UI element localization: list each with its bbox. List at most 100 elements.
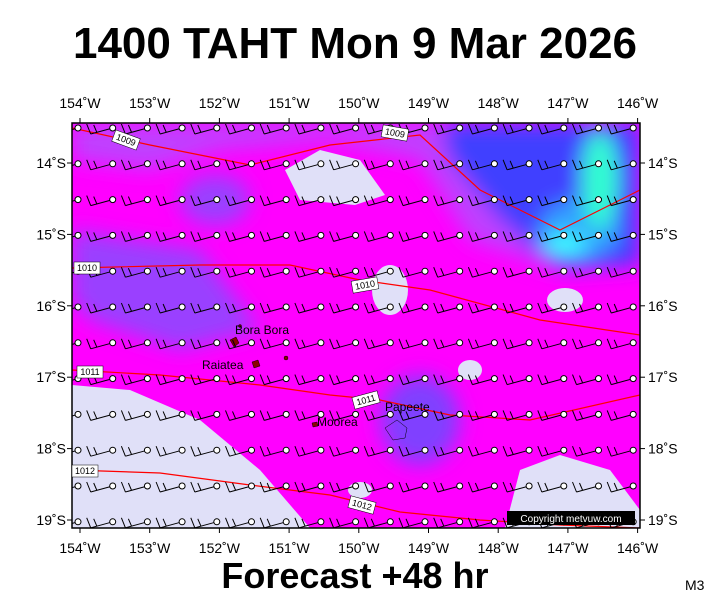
wind-barb	[155, 374, 183, 386]
isobar-label-text: 1011	[80, 367, 99, 377]
lat-label: 17˚S	[36, 369, 66, 385]
wind-barb	[502, 123, 530, 135]
wind-barb	[606, 231, 634, 242]
station	[490, 375, 498, 383]
lon-label: 148˚W	[478, 95, 520, 111]
station	[178, 267, 186, 275]
footer: Forecast +48 hr	[221, 555, 488, 596]
wind-barb	[225, 338, 252, 350]
isobar-label-text: 1010	[77, 263, 97, 273]
wind-barb	[606, 159, 634, 171]
wind-barb	[190, 481, 217, 493]
lon-label: 152˚W	[199, 95, 241, 111]
station	[525, 410, 533, 418]
station	[248, 303, 255, 311]
wind-barb	[225, 517, 252, 528]
lat-label: 14˚S	[36, 155, 66, 171]
lon-label: 151˚W	[268, 540, 310, 556]
wind-barb	[259, 195, 287, 207]
isobar-labels: 1009 1009 1010 1010 1011 1011 1012 1012	[71, 124, 410, 515]
station	[317, 303, 325, 311]
station	[317, 339, 325, 347]
station	[352, 267, 360, 275]
station	[109, 446, 117, 454]
wind-barb	[606, 267, 634, 278]
station	[595, 160, 602, 168]
lat-label: 18˚S	[36, 441, 66, 457]
station	[421, 196, 429, 204]
wind-barb	[363, 302, 391, 314]
wind-barb	[433, 481, 460, 493]
wind-barb	[190, 195, 217, 207]
wind-barb	[329, 338, 356, 350]
station	[421, 124, 429, 132]
lon-label: 153˚W	[129, 540, 171, 556]
station	[109, 410, 117, 418]
station	[317, 518, 325, 526]
wind-barb	[398, 338, 426, 350]
wind-barb	[190, 267, 217, 278]
station	[109, 124, 117, 132]
wind-barb	[572, 159, 599, 171]
wind-barb	[259, 267, 287, 278]
station	[248, 339, 255, 347]
wind-barb	[259, 159, 287, 171]
wind-barb	[329, 267, 356, 278]
station	[352, 410, 360, 418]
wind-barb	[329, 195, 356, 207]
station	[178, 375, 186, 383]
station	[421, 303, 429, 311]
station	[248, 482, 255, 490]
wind-barb	[86, 195, 113, 207]
wind-barb	[259, 446, 287, 457]
station	[178, 446, 186, 454]
station	[109, 196, 117, 204]
station	[456, 518, 464, 526]
station	[629, 410, 637, 418]
station	[213, 410, 221, 418]
station	[525, 339, 533, 347]
wind-barb	[72, 449, 79, 453]
station	[178, 410, 186, 418]
station	[213, 231, 221, 239]
station	[317, 267, 325, 275]
station	[560, 482, 568, 490]
wind-barb	[72, 485, 79, 489]
station	[629, 160, 637, 168]
wind-barb	[190, 302, 217, 314]
wind-barb	[433, 159, 460, 171]
station	[352, 160, 360, 168]
station	[595, 196, 602, 204]
lon-label: 154˚W	[59, 540, 101, 556]
station	[178, 339, 186, 347]
station	[74, 160, 82, 168]
station	[595, 482, 602, 490]
station	[421, 375, 429, 383]
wind-barb	[572, 481, 599, 493]
wind-barb	[363, 517, 391, 528]
wind-barb	[502, 338, 530, 350]
isobar-label-box	[351, 390, 381, 410]
station	[386, 196, 394, 204]
station	[525, 446, 533, 454]
wind-barb	[72, 342, 79, 345]
station	[595, 410, 602, 418]
station	[178, 196, 186, 204]
station	[525, 267, 533, 275]
copyright: Copyright metvuw.com	[520, 514, 621, 525]
station	[421, 267, 429, 275]
wind-barb	[398, 267, 426, 278]
wind-barb	[86, 517, 113, 528]
station	[74, 518, 82, 526]
isobar-label: 1009	[380, 124, 410, 142]
lon-label: 149˚W	[408, 540, 450, 556]
wind-barb	[72, 378, 79, 381]
wind-barb	[363, 338, 391, 350]
wind-barb	[537, 231, 564, 242]
wind-barb	[398, 231, 426, 242]
wind-barb	[120, 195, 148, 207]
place-label: Bora Bora	[235, 323, 289, 337]
station	[490, 410, 498, 418]
station	[629, 339, 637, 347]
station	[248, 446, 255, 454]
